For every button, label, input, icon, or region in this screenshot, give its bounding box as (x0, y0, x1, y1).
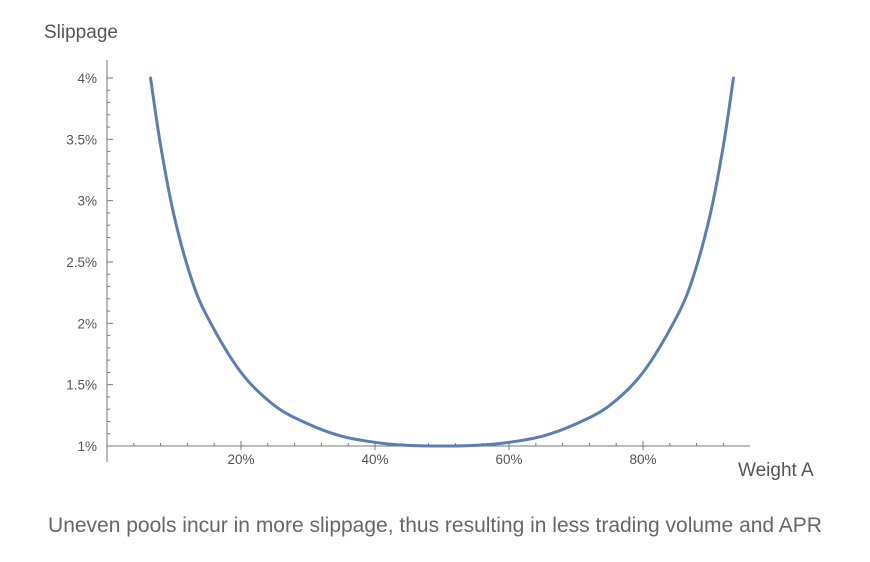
y-tick-label: 2% (77, 316, 97, 331)
y-tick-label: 1.5% (66, 378, 97, 393)
x-tick-label: 40% (361, 452, 388, 467)
y-tick-label: 3.5% (66, 132, 97, 147)
ticks: 20% 40% 60% 80% 1% 1.5% 2% 2.5% 3% 3.5% 4% (66, 71, 724, 467)
slippage-chart: Slippage Weight A 20% 40% 60% 80% 1% 1.5% 2% 2.… (44, 22, 814, 481)
chart-caption: Uneven pools incur in more slippage, thu… (48, 514, 822, 537)
y-tick-label: 4% (77, 71, 97, 86)
y-axis-title: Slippage (44, 22, 118, 43)
axes (106, 60, 750, 462)
y-tick-label: 3% (77, 194, 97, 209)
series-line (149, 76, 735, 448)
series-group (149, 76, 735, 448)
y-tick-label: 2.5% (66, 255, 97, 270)
x-tick-label: 80% (629, 452, 656, 467)
x-tick-label: 20% (227, 452, 254, 467)
y-tick-label: 1% (77, 439, 97, 454)
x-axis-title: Weight A (738, 460, 814, 481)
x-tick-label: 60% (495, 452, 522, 467)
